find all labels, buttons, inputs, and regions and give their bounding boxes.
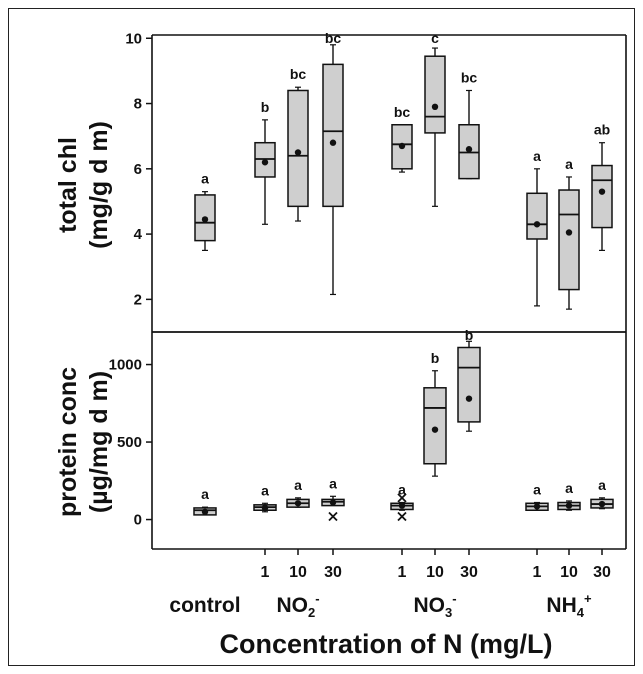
protein-outlier-marker — [397, 493, 407, 503]
x-group-label: NO2- — [276, 591, 319, 620]
chl-significance-label: ab — [594, 122, 610, 138]
protein-mean-marker — [294, 500, 302, 507]
protein-significance-label: a — [533, 482, 541, 498]
chl-significance-label: bc — [461, 69, 478, 85]
protein-significance-label: a — [398, 482, 406, 498]
chl-significance-label: a — [565, 156, 573, 172]
chl-y-tick-label: 2 — [134, 291, 142, 308]
protein-mean-marker — [201, 508, 209, 515]
x-tick-label: 30 — [593, 564, 611, 581]
x-group-label: NH4+ — [546, 591, 592, 620]
protein-mean-marker — [533, 503, 541, 510]
chl-mean-marker — [431, 103, 439, 111]
figure-frame — [8, 8, 635, 666]
x-axis-title: Concentration of N (mg/L) — [220, 629, 553, 659]
protein-outlier-marker — [328, 511, 338, 522]
chl-significance-label: bc — [325, 30, 342, 46]
x-axis-labels: 1 10 30 1 10 30 1 10 30 control NO2- NO3- NH4+ — [169, 549, 611, 620]
chl-y-tick-label: 4 — [134, 226, 143, 243]
chl-significance-label: a — [201, 171, 209, 187]
chl-box-iqr — [424, 55, 446, 134]
chl-mean-marker — [565, 229, 573, 236]
protein-significance-label: a — [565, 480, 573, 496]
chl-significance-label: b — [261, 99, 270, 115]
chl-mean-marker — [398, 142, 406, 150]
protein-mean-marker — [465, 395, 473, 402]
protein-significance-label: a — [329, 475, 337, 491]
chl-box-iqr — [526, 192, 548, 240]
x-tick-label: 10 — [289, 564, 307, 581]
protein-mean-marker — [565, 502, 573, 509]
protein-box-iqr — [423, 387, 447, 465]
protein-y-tick-label: 500 — [117, 434, 142, 451]
x-tick-label: 10 — [426, 564, 444, 581]
bottom-y-label-line1: protein conc — [54, 367, 82, 517]
chl-box-iqr — [322, 63, 344, 208]
protein-mean-marker — [329, 499, 337, 506]
x-group-label: NO3- — [413, 591, 456, 620]
top-y-label-line1: total chl — [54, 137, 82, 233]
protein-significance-label: a — [201, 486, 209, 502]
x-group-label: control — [169, 594, 240, 617]
chl-mean-marker — [329, 139, 337, 146]
x-tick-label: 30 — [324, 564, 342, 581]
protein-significance-label: b — [431, 350, 440, 366]
x-tick-label: 1 — [533, 564, 542, 581]
chl-mean-marker — [598, 188, 606, 195]
protein-box-iqr — [457, 346, 481, 423]
x-tick-label: 1 — [261, 564, 270, 581]
chl-significance-label: c — [431, 30, 439, 46]
chl-significance-label: bc — [394, 104, 411, 120]
top-y-label-line2: (mg/g d m) — [85, 121, 113, 249]
chl-y-tick-label: 6 — [134, 161, 142, 178]
chl-mean-marker — [201, 216, 209, 223]
bottom-y-label-line2: (µg/mg d m) — [85, 371, 113, 513]
chl-box-iqr — [558, 189, 580, 291]
chl-y-tick-label: 10 — [125, 30, 142, 47]
protein-mean-marker — [261, 504, 269, 512]
protein-significance-label: a — [261, 482, 269, 498]
protein-mean-marker — [431, 426, 439, 433]
chl-mean-marker — [294, 149, 302, 156]
protein-mean-marker — [398, 502, 406, 509]
x-tick-label: 10 — [560, 564, 578, 581]
protein-significance-label: a — [294, 477, 302, 493]
chl-y-tick-label: 8 — [134, 96, 142, 113]
x-tick-label: 1 — [398, 564, 407, 581]
protein-mean-marker — [598, 500, 606, 508]
chl-significance-label: bc — [290, 66, 307, 82]
chl-box-iqr — [591, 164, 613, 229]
x-tick-label: 30 — [460, 564, 478, 581]
chl-mean-marker — [261, 159, 269, 166]
protein-panel: 0 500 1000 a a a a a b b a a a — [109, 327, 627, 550]
chl-significance-label: a — [533, 148, 541, 164]
protein-y-tick-label: 0 — [134, 512, 142, 529]
protein-y-tick-label: 1000 — [109, 357, 142, 374]
protein-outlier-marker — [397, 511, 407, 522]
chl-box-iqr — [287, 89, 309, 208]
chl-mean-marker — [533, 221, 541, 228]
protein-significance-label: b — [465, 327, 474, 343]
protein-significance-label: a — [598, 477, 606, 493]
chl-mean-marker — [465, 146, 473, 153]
